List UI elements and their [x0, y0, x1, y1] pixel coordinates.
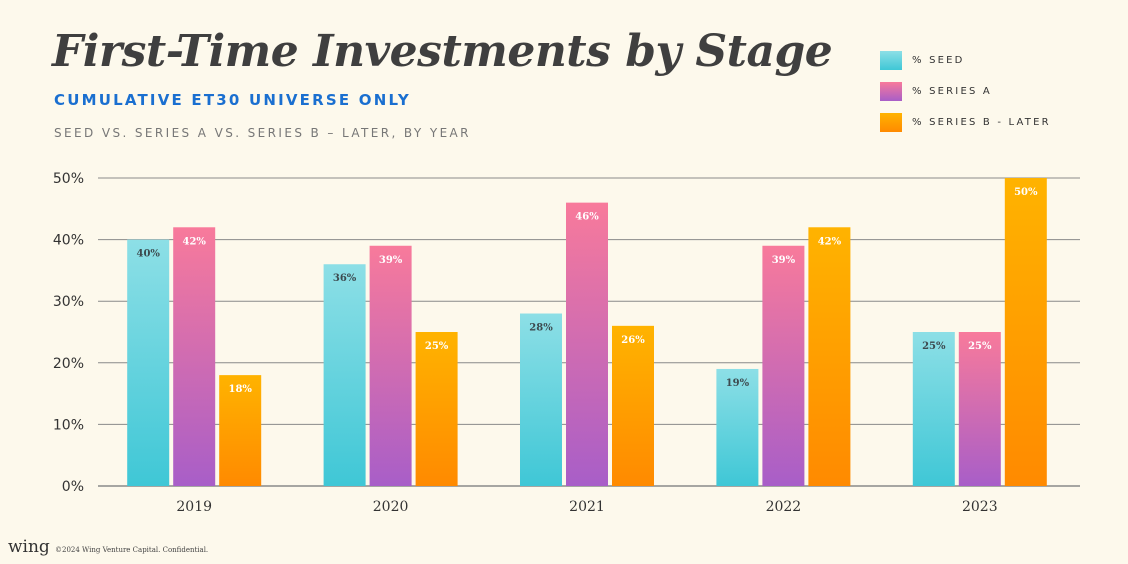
- y-tick-label: 50%: [53, 171, 84, 187]
- data-label: 25%: [425, 341, 449, 352]
- bar-series-a-2020: [369, 245, 412, 486]
- data-label: 42%: [182, 236, 206, 247]
- data-label: 36%: [333, 273, 357, 284]
- data-label: 26%: [621, 335, 645, 346]
- data-label: 25%: [968, 341, 992, 352]
- bar-series-b-2022: [808, 227, 851, 486]
- bar-seed-2021: [520, 313, 562, 486]
- legend-label-seed: % Seed: [912, 54, 965, 66]
- x-tick-label: 2019: [176, 499, 212, 515]
- chart-description: Seed vs. Series A vs. Series B – Later, …: [54, 126, 471, 140]
- chart-subtitle: Cumulative ET30 Universe Only: [54, 91, 411, 109]
- data-label: 46%: [575, 212, 599, 223]
- legend-swatch-series-b: [880, 112, 902, 132]
- chart-legend: % Seed % Series A % Series B - Later: [880, 50, 1051, 143]
- legend-label-series-b: % Series B - Later: [912, 116, 1051, 128]
- data-label: 50%: [1014, 187, 1038, 198]
- x-tick-label: 2023: [962, 499, 998, 515]
- copyright-text: ©2024 Wing Venture Capital. Confidential…: [55, 546, 209, 554]
- y-tick-label: 30%: [53, 294, 84, 310]
- bar-series-b-2020: [415, 332, 458, 486]
- data-label: 19%: [726, 378, 750, 389]
- data-label: 25%: [922, 341, 946, 352]
- y-tick-label: 40%: [53, 233, 84, 249]
- legend-item-series-b: % Series B - Later: [880, 112, 1051, 132]
- bar-seed-2019: [127, 239, 170, 486]
- bar-series-a-2021: [566, 202, 608, 486]
- bar-series-b-2019: [219, 375, 262, 486]
- legend-item-seed: % Seed: [880, 50, 1051, 70]
- y-tick-label: 10%: [53, 417, 84, 433]
- legend-item-series-a: % Series A: [880, 81, 1051, 101]
- data-label: 28%: [529, 323, 553, 334]
- data-label: 39%: [772, 255, 796, 266]
- chart-title: First-Time Investments by Stage: [52, 26, 833, 77]
- data-label: 39%: [379, 255, 403, 266]
- legend-swatch-seed: [880, 50, 902, 70]
- bar-seed-2020: [323, 264, 366, 486]
- y-tick-label: 0%: [62, 479, 84, 495]
- x-tick-label: 2021: [569, 499, 605, 515]
- data-label: 18%: [228, 384, 252, 395]
- bar-series-b-2023: [1004, 178, 1047, 486]
- bar-seed-2023: [912, 332, 955, 486]
- bar-series-a-2023: [958, 332, 1001, 486]
- data-label: 42%: [818, 236, 842, 247]
- wing-logo: wing: [8, 537, 50, 557]
- data-label: 40%: [136, 249, 160, 260]
- bar-series-a-2022: [762, 245, 805, 486]
- legend-swatch-series-a: [880, 81, 902, 101]
- x-tick-label: 2020: [373, 499, 409, 515]
- y-tick-label: 20%: [53, 356, 84, 372]
- bar-series-a-2019: [173, 227, 216, 486]
- legend-label-series-a: % Series A: [912, 85, 992, 97]
- x-tick-label: 2022: [766, 499, 802, 515]
- bar-series-b-2021: [612, 325, 654, 486]
- bar-seed-2022: [716, 368, 759, 486]
